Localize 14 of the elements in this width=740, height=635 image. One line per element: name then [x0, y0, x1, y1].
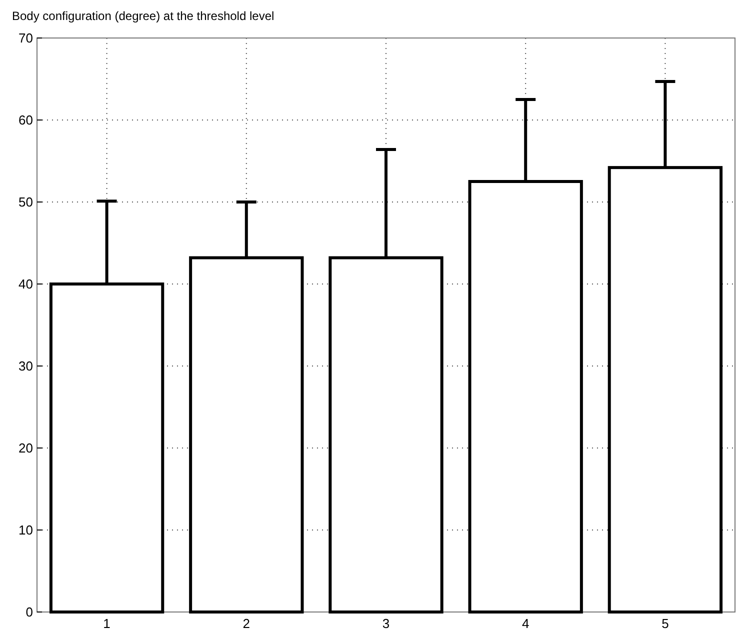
- y-tick-label: 30: [18, 358, 33, 374]
- y-tick-label: 20: [18, 440, 33, 456]
- y-tick-label: 50: [18, 194, 33, 210]
- x-tick-label: 1: [103, 616, 110, 631]
- x-tick-label: 5: [662, 616, 669, 631]
- y-tick-label: 70: [18, 30, 33, 46]
- y-tick-label: 10: [18, 522, 33, 538]
- x-tick-label: 2: [242, 616, 250, 631]
- y-tick-label: 40: [18, 276, 33, 292]
- x-tick-label: 3: [382, 616, 390, 631]
- y-tick-label: 60: [18, 112, 33, 128]
- chart-title: Body configuration (degree) at the threshold level: [12, 9, 274, 23]
- y-tick-label: 0: [26, 604, 33, 620]
- x-tick-label: 4: [522, 616, 530, 631]
